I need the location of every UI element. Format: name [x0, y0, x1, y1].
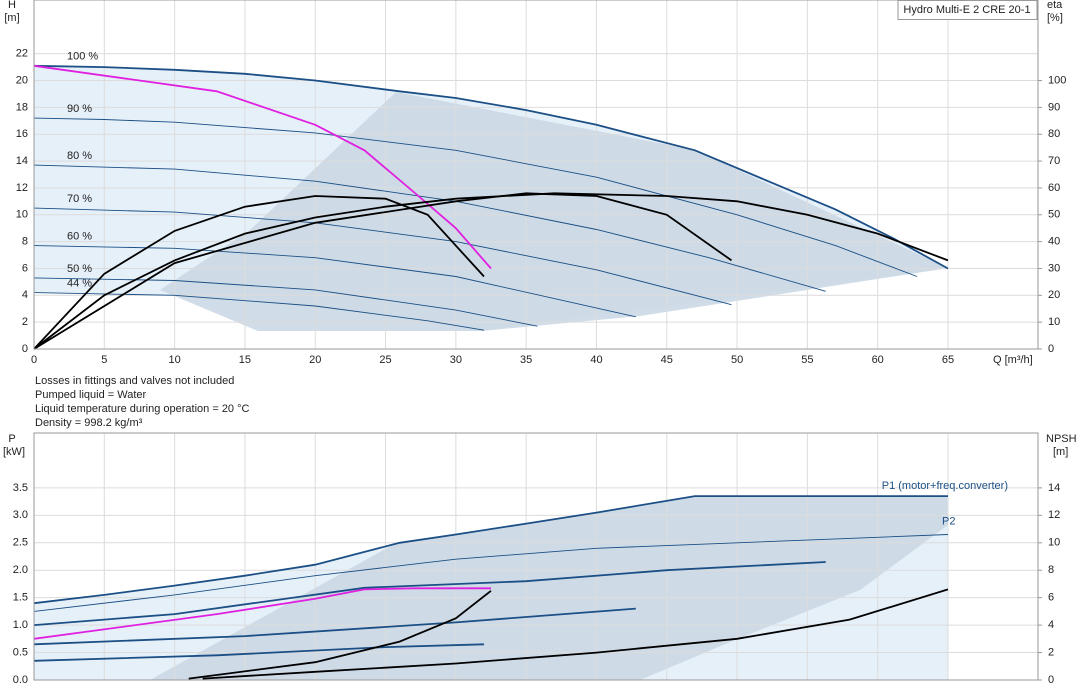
x-tick-label: 40 [590, 354, 602, 366]
curve [33, 534, 949, 612]
curve [33, 245, 636, 318]
axis-label: NPSH [1046, 433, 1077, 445]
y-tick-label: 4 [22, 289, 28, 301]
axis-label: Q [m³/h] [993, 354, 1033, 366]
y-tick-label: 0 [22, 343, 28, 355]
legend-label: P2 [942, 515, 955, 527]
note: Losses in fittings and valves not includ… [35, 375, 234, 387]
y-tick-label: 16 [16, 128, 28, 140]
curve-label: 100 % [67, 51, 98, 63]
y2-tick-label: 80 [1048, 128, 1060, 140]
y2-tick-label: 50 [1048, 209, 1060, 221]
y2-tick-label: 6 [1048, 592, 1054, 604]
x-tick-label: 45 [661, 354, 673, 366]
legend-label: P1 (motor+freq.converter) [882, 480, 1008, 492]
note: Liquid temperature during operation = 20… [35, 403, 250, 415]
x-tick-label: 65 [942, 354, 954, 366]
curve [33, 643, 485, 662]
y-tick-label: 22 [16, 48, 28, 60]
curve [33, 207, 732, 306]
curve-label: 44 % [67, 278, 92, 290]
curve-label: 70 % [67, 193, 92, 205]
x-tick-label: 25 [379, 354, 391, 366]
y-tick-label: 20 [16, 74, 28, 86]
axis-label: P [8, 433, 15, 445]
y2-tick-label: 4 [1048, 619, 1054, 631]
y2-tick-label: 10 [1048, 537, 1060, 549]
y2-tick-label: 90 [1048, 101, 1060, 113]
x-tick-label: 55 [801, 354, 813, 366]
y-tick-label: 18 [16, 101, 28, 113]
curve [33, 607, 636, 646]
y2-tick-label: 0 [1048, 343, 1054, 355]
y-tick-label: 3.5 [13, 482, 28, 494]
y-tick-label: 10 [16, 209, 28, 221]
curve [33, 64, 492, 270]
product-box [897, 0, 1038, 20]
axis-label: eta [1047, 0, 1063, 11]
y2-tick-label: 20 [1048, 289, 1060, 301]
y2-tick-label: 70 [1048, 155, 1060, 167]
y-tick-label: 8 [22, 236, 28, 248]
curve-label: 90 % [67, 103, 92, 115]
curve [33, 561, 826, 626]
y-tick-label: 12 [16, 182, 28, 194]
y-tick-label: 3.0 [13, 509, 28, 521]
y2-tick-label: 8 [1048, 564, 1054, 576]
curve [33, 195, 485, 350]
y-tick-label: 2.5 [13, 537, 28, 549]
y2-tick-label: 2 [1048, 646, 1054, 658]
y-tick-label: 1.0 [13, 619, 28, 631]
x-tick-label: 10 [168, 354, 180, 366]
curve [33, 192, 733, 350]
x-tick-label: 15 [239, 354, 251, 366]
x-tick-label: 50 [731, 354, 743, 366]
curve [188, 590, 492, 680]
note: Density = 998.2 kg/m³ [35, 417, 143, 429]
y2-tick-label: 30 [1048, 262, 1060, 274]
note: Pumped liquid = Water [35, 389, 147, 401]
curve-label: 80 % [67, 150, 92, 162]
curve [33, 64, 949, 270]
y-tick-label: 6 [22, 262, 28, 274]
x-tick-label: 20 [309, 354, 321, 366]
curve [33, 587, 491, 640]
curve-label: 50 % [67, 263, 92, 275]
plot-frame [33, 432, 1039, 681]
y-tick-label: 0.5 [13, 646, 28, 658]
x-tick-label: 60 [872, 354, 884, 366]
curve [202, 588, 949, 680]
axis-unit: [m] [1053, 446, 1068, 458]
x-tick-label: 5 [101, 354, 107, 366]
curve [33, 495, 948, 605]
axis-unit: [m] [4, 12, 19, 24]
y2-tick-label: 14 [1048, 482, 1060, 494]
axis-label: H [8, 0, 16, 11]
y2-tick-label: 0 [1048, 674, 1054, 686]
x-tick-label: 35 [520, 354, 532, 366]
x-tick-label: 30 [450, 354, 462, 366]
curve [33, 277, 538, 327]
y-tick-label: 2 [22, 316, 28, 328]
y2-tick-label: 10 [1048, 316, 1060, 328]
y-tick-label: 0.0 [13, 674, 28, 686]
curve [33, 292, 485, 331]
y-tick-label: 1.5 [13, 592, 28, 604]
y2-tick-label: 100 [1048, 74, 1066, 86]
x-tick-label: 0 [31, 354, 37, 366]
curve [33, 117, 918, 277]
product-name: Hydro Multi-E 2 CRE 20-1 [903, 4, 1030, 16]
y-tick-label: 14 [16, 155, 28, 167]
curve [33, 192, 949, 350]
y-tick-label: 2.0 [13, 564, 28, 576]
y2-tick-label: 60 [1048, 182, 1060, 194]
axis-unit: [kW] [3, 446, 25, 458]
curve-label: 60 % [67, 231, 92, 243]
y2-tick-label: 40 [1048, 236, 1060, 248]
plot-frame [33, 0, 1039, 350]
y2-tick-label: 12 [1048, 509, 1060, 521]
axis-unit: [%] [1047, 12, 1063, 24]
operating-area [160, 92, 948, 331]
